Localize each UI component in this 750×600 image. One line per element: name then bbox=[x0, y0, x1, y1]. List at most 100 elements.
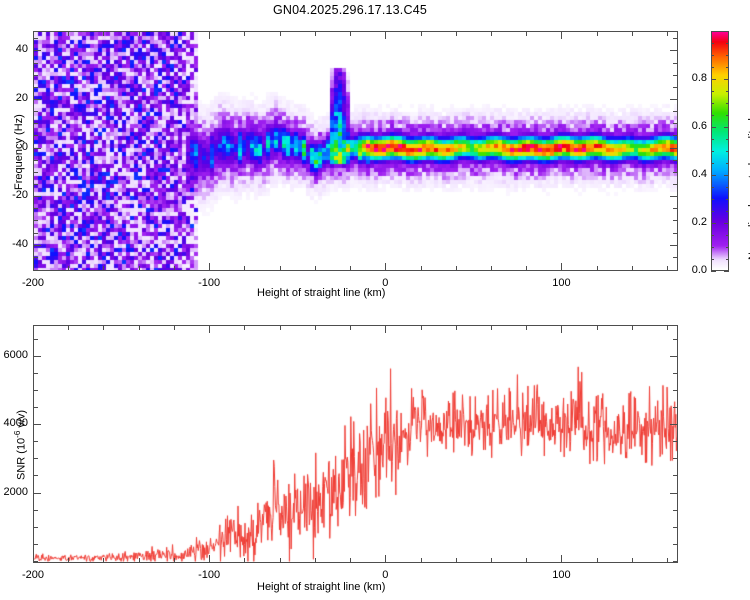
axis-tick-label: 40 bbox=[15, 43, 28, 56]
axis-tick bbox=[68, 325, 70, 330]
axis-tick bbox=[673, 232, 678, 234]
axis-tick bbox=[561, 263, 563, 271]
axis-tick-label: 100 bbox=[552, 277, 571, 289]
axis-tick-label: 20 bbox=[15, 92, 28, 104]
axis-tick bbox=[385, 325, 387, 333]
axis-tick bbox=[33, 135, 38, 137]
axis-tick bbox=[711, 163, 714, 164]
axis-tick-label: -100 bbox=[198, 569, 221, 581]
axis-tick bbox=[726, 91, 729, 92]
axis-tick bbox=[68, 31, 70, 36]
axis-tick bbox=[670, 424, 678, 426]
axis-tick bbox=[33, 159, 38, 161]
axis-tick bbox=[711, 175, 714, 176]
axis-tick bbox=[670, 196, 678, 198]
axis-tick bbox=[138, 266, 140, 271]
axis-tick-label: 2000 bbox=[3, 485, 28, 498]
axis-tick bbox=[726, 247, 729, 248]
axis-tick bbox=[138, 31, 140, 36]
axis-tick bbox=[103, 325, 105, 330]
axis-tick bbox=[385, 263, 387, 271]
axis-tick bbox=[279, 31, 281, 36]
axis-tick-label: 0.0 bbox=[691, 264, 707, 276]
axis-tick bbox=[673, 62, 678, 64]
axis-tick bbox=[385, 31, 387, 39]
axis-tick bbox=[673, 171, 678, 173]
axis-tick bbox=[596, 325, 598, 330]
axis-tick bbox=[491, 325, 493, 330]
axis-tick-label: 0 bbox=[382, 569, 389, 581]
axis-tick bbox=[726, 115, 729, 116]
axis-tick-label: 0 bbox=[21, 140, 28, 153]
axis-tick bbox=[314, 558, 316, 563]
axis-tick bbox=[711, 127, 714, 128]
axis-tick bbox=[673, 561, 678, 562]
axis-tick bbox=[596, 31, 598, 36]
axis-tick bbox=[726, 259, 729, 260]
spectrogram-xaxis-label: Height of straight line (km) bbox=[257, 287, 386, 299]
axis-tick bbox=[279, 266, 281, 271]
axis-tick bbox=[673, 509, 678, 511]
snr-yaxis-label-tail: v/v) bbox=[15, 409, 28, 431]
axis-tick bbox=[173, 325, 175, 330]
axis-tick bbox=[726, 223, 729, 224]
axis-tick-label: 4000 bbox=[3, 417, 28, 430]
axis-tick bbox=[673, 389, 678, 391]
spectrogram-axes-frame bbox=[33, 31, 678, 271]
axis-tick bbox=[33, 389, 38, 391]
axis-tick bbox=[711, 151, 714, 152]
axis-tick bbox=[33, 244, 41, 246]
axis-tick-label: 0.6 bbox=[691, 120, 707, 132]
spectrogram-image bbox=[34, 32, 677, 270]
spectrogram-yaxis-label: Frequency (Hz) bbox=[13, 114, 25, 190]
axis-tick bbox=[33, 50, 41, 52]
colorbar: 0.0 0.2 0.4 0.6 0.8 Normalized spectral ampl… bbox=[692, 31, 750, 276]
axis-tick bbox=[103, 266, 105, 271]
axis-tick bbox=[244, 31, 246, 36]
axis-tick bbox=[673, 123, 678, 125]
axis-tick bbox=[33, 355, 41, 357]
snr-panel: -200 -100 0 100 2000 4000 6000 Height of strai… bbox=[0, 305, 700, 600]
axis-tick bbox=[596, 558, 598, 563]
axis-tick bbox=[667, 558, 669, 563]
axis-tick bbox=[33, 509, 38, 511]
axis-tick bbox=[33, 492, 41, 494]
axis-tick bbox=[673, 159, 678, 161]
axis-tick bbox=[726, 187, 729, 188]
axis-tick bbox=[420, 31, 422, 36]
axis-tick bbox=[244, 558, 246, 563]
axis-tick bbox=[103, 31, 105, 36]
axis-tick bbox=[491, 266, 493, 271]
axis-tick bbox=[670, 99, 678, 100]
snr-yaxis-label-text: SNR (10 bbox=[15, 437, 28, 480]
axis-tick bbox=[596, 266, 598, 271]
axis-tick bbox=[726, 127, 729, 128]
axis-tick bbox=[33, 325, 34, 333]
axis-tick bbox=[724, 271, 729, 272]
axis-tick bbox=[33, 232, 38, 234]
axis-tick bbox=[455, 558, 457, 563]
axis-tick bbox=[726, 67, 729, 68]
axis-tick bbox=[673, 220, 678, 222]
axis-tick bbox=[726, 163, 729, 164]
axis-tick-label: 6000 bbox=[3, 348, 28, 361]
axis-tick bbox=[631, 266, 633, 271]
axis-tick bbox=[667, 325, 669, 330]
axis-tick-label: -200 bbox=[21, 277, 45, 289]
axis-tick bbox=[33, 441, 38, 443]
axis-tick bbox=[33, 123, 38, 125]
axis-tick bbox=[33, 74, 38, 76]
axis-tick bbox=[209, 555, 211, 563]
axis-tick bbox=[711, 223, 714, 224]
axis-tick bbox=[314, 31, 316, 36]
axis-tick bbox=[385, 555, 387, 563]
axis-tick bbox=[561, 31, 563, 39]
axis-tick bbox=[673, 86, 678, 88]
figure-title: GN04.2025.296.17.13.C45 bbox=[272, 3, 428, 17]
axis-tick bbox=[173, 31, 175, 36]
axis-tick bbox=[673, 407, 678, 409]
axis-tick bbox=[726, 103, 729, 104]
axis-tick bbox=[631, 558, 633, 563]
axis-tick bbox=[711, 271, 716, 272]
axis-tick bbox=[33, 338, 38, 340]
